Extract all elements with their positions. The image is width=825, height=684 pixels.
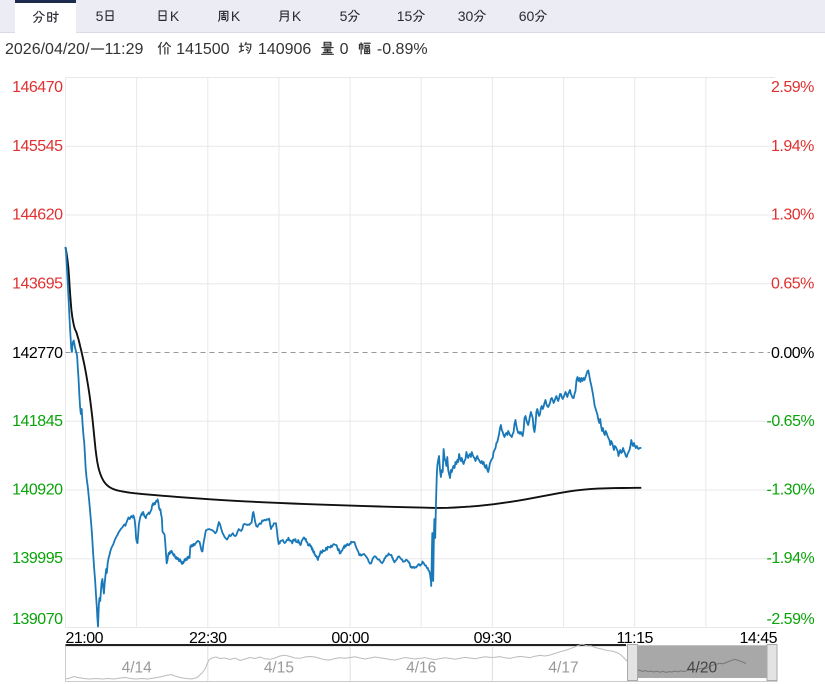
svg-text:4/17: 4/17 xyxy=(548,660,578,677)
svg-text:141845: 141845 xyxy=(12,413,63,430)
svg-text:140920: 140920 xyxy=(12,482,63,499)
svg-text:22:30: 22:30 xyxy=(189,630,227,647)
svg-text:11:15: 11:15 xyxy=(617,630,654,647)
svg-text:-0.65%: -0.65% xyxy=(767,413,815,430)
svg-text:139995: 139995 xyxy=(12,550,63,567)
svg-text:14:45: 14:45 xyxy=(739,630,777,647)
svg-text:0.65%: 0.65% xyxy=(771,276,814,293)
svg-text:4/16: 4/16 xyxy=(406,660,436,677)
svg-text:0.00%: 0.00% xyxy=(771,345,814,362)
svg-text:139070: 139070 xyxy=(12,611,63,628)
svg-text:-2.59%: -2.59% xyxy=(767,611,815,628)
svg-text:146470: 146470 xyxy=(12,79,63,96)
svg-text:-1.30%: -1.30% xyxy=(767,482,815,499)
svg-text:4/15: 4/15 xyxy=(264,660,294,677)
svg-text:4/14: 4/14 xyxy=(122,660,153,677)
svg-text:4/20: 4/20 xyxy=(687,660,718,677)
svg-text:09:30: 09:30 xyxy=(474,630,512,647)
svg-text:-1.94%: -1.94% xyxy=(767,550,815,567)
svg-text:2.59%: 2.59% xyxy=(771,79,814,96)
svg-text:142770: 142770 xyxy=(12,345,63,362)
svg-text:145545: 145545 xyxy=(12,138,63,155)
svg-text:1.94%: 1.94% xyxy=(771,138,814,155)
svg-text:143695: 143695 xyxy=(12,276,63,293)
svg-text:21:00: 21:00 xyxy=(66,630,104,647)
svg-text:00:00: 00:00 xyxy=(331,630,369,647)
svg-text:1.30%: 1.30% xyxy=(771,207,814,224)
svg-text:144620: 144620 xyxy=(12,207,63,224)
